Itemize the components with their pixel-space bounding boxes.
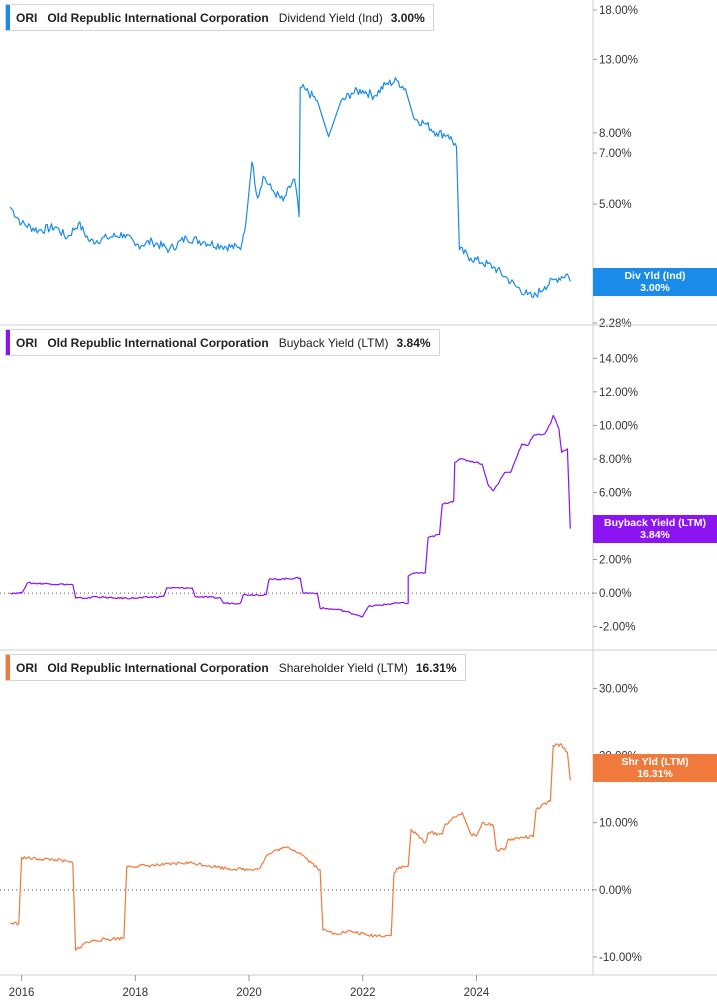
legend-metric: Buyback Yield (LTM) <box>278 335 389 350</box>
y-tick-label: -2.00% <box>599 622 635 634</box>
x-tick-label: 2024 <box>464 987 490 999</box>
legend-company: Old Republic International Corporation <box>47 660 269 675</box>
badge-label: Div Yld (Ind) <box>624 270 686 282</box>
y-tick-label: 30.00% <box>599 683 638 695</box>
x-tick-label: 2022 <box>350 987 376 999</box>
x-tick-label: 2020 <box>236 987 262 999</box>
y-tick-label: 6.00% <box>599 487 632 499</box>
legend-ticker: ORI <box>16 660 38 675</box>
badge-value: 16.31% <box>637 768 673 780</box>
badge-dividend-yield: Div Yld (Ind) 3.00% <box>593 268 717 296</box>
y-tick-label: 13.00% <box>599 54 638 66</box>
y-tick-label: 0.00% <box>599 588 632 600</box>
y-tick-label: 10.00% <box>599 420 638 432</box>
badge-value: 3.00% <box>640 282 670 294</box>
series-line <box>10 743 571 951</box>
series-line <box>9 76 571 298</box>
legend-metric: Shareholder Yield (LTM) <box>278 660 408 675</box>
x-tick-label: 2016 <box>9 987 35 999</box>
legend-company: Old Republic International Corporation <box>47 335 269 350</box>
badge-label: Shr Yld (LTM) <box>621 756 689 768</box>
legend-company: Old Republic International Corporation <box>47 10 269 25</box>
y-tick-label: 12.00% <box>599 387 638 399</box>
y-tick-label: 10.00% <box>599 818 638 830</box>
y-tick-label: 8.00% <box>599 454 632 466</box>
series-line <box>9 414 571 618</box>
y-tick-label: 14.00% <box>599 353 638 365</box>
y-tick-label: 0.00% <box>599 885 632 897</box>
legend-ticker: ORI <box>16 10 38 25</box>
legend-shareholder-yield: ORI Old Republic International Corporati… <box>5 654 466 681</box>
y-tick-label: 7.00% <box>599 148 632 160</box>
legend-value: 3.84% <box>396 335 431 350</box>
y-tick-label: 18.00% <box>599 5 638 17</box>
y-tick-label: 2.28% <box>599 318 632 330</box>
legend-dividend-yield: ORI Old Republic International Corporati… <box>5 4 434 31</box>
x-tick-label: 2018 <box>123 987 149 999</box>
legend-value: 3.00% <box>390 10 425 25</box>
legend-color-bar <box>6 655 10 680</box>
legend-metric: Dividend Yield (Ind) <box>278 10 383 25</box>
legend-color-bar <box>6 5 10 30</box>
y-tick-label: -10.00% <box>599 952 642 964</box>
legend-ticker: ORI <box>16 335 38 350</box>
y-tick-label: 8.00% <box>599 128 632 140</box>
badge-value: 3.84% <box>640 529 670 541</box>
legend-buyback-yield: ORI Old Republic International Corporati… <box>5 329 440 356</box>
badge-label: Buyback Yield (LTM) <box>604 517 706 529</box>
y-tick-label: 5.00% <box>599 199 632 211</box>
legend-value: 16.31% <box>415 660 457 675</box>
badge-shareholder-yield: Shr Yld (LTM) 16.31% <box>593 754 717 782</box>
badge-buyback-yield: Buyback Yield (LTM) 3.84% <box>593 515 717 543</box>
y-tick-label: 2.00% <box>599 555 632 567</box>
legend-color-bar <box>6 330 10 355</box>
